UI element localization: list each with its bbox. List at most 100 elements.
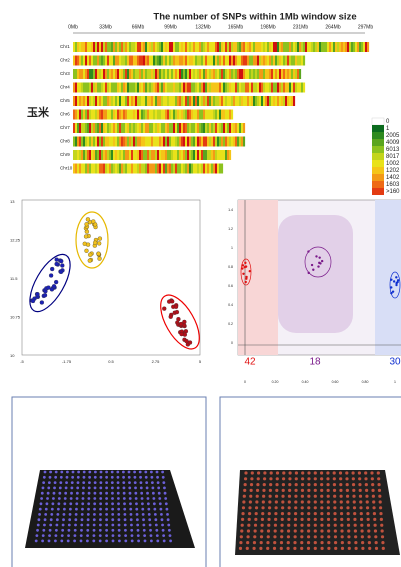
stripe <box>279 69 281 79</box>
pin <box>128 487 131 490</box>
stripe <box>183 164 185 174</box>
stripe <box>93 123 95 133</box>
stripe <box>165 110 167 120</box>
stripe <box>79 96 81 106</box>
pin <box>99 534 102 537</box>
stripe <box>167 164 169 174</box>
pin <box>301 483 304 486</box>
stripe <box>177 150 179 160</box>
stripe <box>113 164 115 174</box>
stripe <box>241 123 243 133</box>
point <box>321 260 323 262</box>
stripe <box>91 56 93 66</box>
stripe <box>119 164 121 174</box>
stripe <box>183 137 185 147</box>
pin <box>301 489 304 492</box>
stripe <box>213 69 215 79</box>
stripe <box>213 164 215 174</box>
legend-label: 1202 <box>386 168 400 174</box>
point <box>84 234 88 238</box>
stripe <box>197 164 199 174</box>
axis-label: 297Mb <box>358 24 374 30</box>
stripe <box>231 96 233 106</box>
stripe <box>209 137 211 147</box>
stripe <box>91 150 93 160</box>
stripe <box>235 83 237 93</box>
pin <box>159 502 162 505</box>
legend-swatch <box>372 118 384 125</box>
stripe <box>183 56 185 66</box>
pin <box>42 481 45 484</box>
pin <box>246 541 249 544</box>
pin <box>49 529 52 532</box>
stripe <box>105 96 107 106</box>
stripe <box>219 83 221 93</box>
stripe <box>127 42 129 52</box>
stripe <box>97 164 99 174</box>
stripe <box>149 137 151 147</box>
stripe <box>171 96 173 106</box>
point <box>36 292 40 296</box>
pin <box>352 495 355 498</box>
stripe <box>233 83 235 93</box>
pin <box>54 540 57 543</box>
stripe <box>283 96 285 106</box>
pin <box>381 535 384 538</box>
stripe <box>129 164 131 174</box>
stripe <box>125 69 127 79</box>
stripe <box>113 42 115 52</box>
pin <box>123 513 126 516</box>
stripe <box>191 123 193 133</box>
pin <box>295 471 298 474</box>
pin <box>154 518 157 521</box>
pin <box>378 489 381 492</box>
pin <box>294 518 297 521</box>
stripe <box>237 137 239 147</box>
point <box>245 265 247 267</box>
stripe <box>203 96 205 106</box>
legend-swatch <box>372 132 384 139</box>
stripe <box>233 56 235 66</box>
pin <box>166 508 169 511</box>
stripe <box>183 150 185 160</box>
stripe <box>223 42 225 52</box>
stripe <box>195 96 197 106</box>
stripe <box>167 56 169 66</box>
stripe <box>167 83 169 93</box>
stripe <box>95 42 97 52</box>
pin <box>51 502 54 505</box>
stripe <box>179 110 181 120</box>
stripe <box>131 56 133 66</box>
stripe <box>203 56 205 66</box>
stripe <box>147 110 149 120</box>
stripe <box>147 83 149 93</box>
pin <box>275 500 278 503</box>
pin <box>377 471 380 474</box>
stripe <box>193 164 195 174</box>
pin <box>46 497 49 500</box>
stripe <box>81 42 83 52</box>
stripe <box>187 56 189 66</box>
stripe <box>93 110 95 120</box>
point <box>311 264 313 266</box>
stripe <box>341 42 343 52</box>
stripe <box>139 42 141 52</box>
stripe <box>85 164 87 174</box>
stripe <box>255 69 257 79</box>
x-tick-label: -1.75 <box>62 359 72 364</box>
pin <box>280 529 283 532</box>
stripe <box>165 42 167 52</box>
stripe <box>109 150 111 160</box>
pin <box>340 495 343 498</box>
point <box>31 299 35 303</box>
pin <box>63 513 66 516</box>
stripe <box>141 137 143 147</box>
pin <box>163 487 166 490</box>
pin <box>361 547 364 550</box>
stripe <box>203 150 205 160</box>
pin <box>149 524 152 527</box>
stripe <box>291 96 293 106</box>
stripe <box>163 42 165 52</box>
stripe <box>139 96 141 106</box>
stripe <box>203 164 205 174</box>
